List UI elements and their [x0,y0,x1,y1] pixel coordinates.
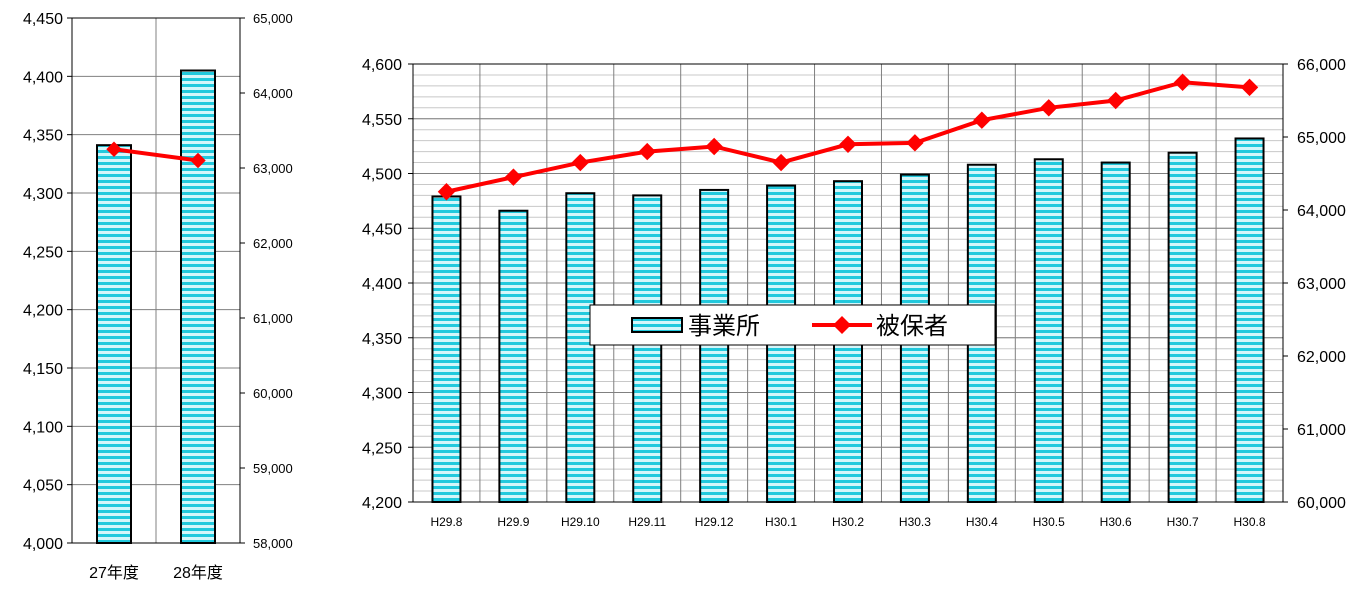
category-label: H30.2 [832,515,864,529]
right-tick-label: 58,000 [253,536,293,551]
category-label: H30.6 [1100,515,1132,529]
bar-jigyosho [1167,151,1198,503]
left-tick-label: 4,300 [23,186,63,203]
bar-jigyosho [1100,161,1131,504]
left-tick-label: 4,250 [23,244,63,261]
left-tick-label: 4,000 [23,536,63,553]
bar-jigyosho [565,192,596,504]
left-tick-label: 4,350 [362,331,402,348]
line-marker [772,153,790,172]
right-tick-label: 63,000 [253,161,293,176]
left-tick-label: 4,450 [362,221,402,238]
left-tick-label: 4,400 [362,276,402,293]
right-tick-label: 63,000 [1297,276,1346,293]
right-tick-label: 64,000 [253,86,293,101]
left-tick-label: 4,500 [362,167,402,184]
line-marker [906,134,924,152]
category-label: H30.4 [966,515,998,529]
left-tick-label: 4,450 [23,11,63,28]
right-tick-label: 61,000 [253,311,293,326]
bar-jigyosho [1234,137,1265,504]
line-marker [190,152,206,169]
left-tick-label: 4,350 [23,128,63,145]
right-tick-label: 62,000 [1297,349,1346,366]
chart-monthly: 4,200 4,250 4,300 4,350 4,400 4,450 4,500 4,550… [362,57,1346,529]
left-tick-label: 4,550 [362,112,402,129]
left-tick-label: 4,200 [23,303,63,320]
left-tick-label: 4,400 [23,69,63,86]
category-label: H29.11 [628,515,666,529]
bar-jigyosho [498,209,529,503]
left-tick-label: 4,150 [23,361,63,378]
right-tick-label: 66,000 [1297,57,1346,74]
bar-jigyosho [96,144,132,545]
line-marker [106,141,122,157]
right-tick-label: 61,000 [1297,422,1346,439]
left-tick-label: 4,600 [362,57,402,74]
category-label: H30.1 [765,515,797,529]
category-label: H30.5 [1033,515,1065,529]
line-marker [571,153,590,172]
line-marker [705,137,723,156]
right-tick-label: 62,000 [253,236,293,251]
legend-swatch-bar [631,317,683,333]
category-label: H30.3 [899,515,931,529]
line-marker [437,183,456,201]
line-marker [504,168,523,186]
chart-annual: 4,000 4,050 4,100 4,150 4,200 4,250 4,300 4,350… [23,11,293,582]
bar-jigyosho [180,69,216,544]
legend-swatch-marker [833,316,851,334]
category-label: H29.8 [430,515,462,529]
left-tick-label: 4,200 [362,495,402,512]
right-tick-label: 59,000 [253,461,293,476]
category-label: H29.12 [695,515,734,529]
right-tick-label: 65,000 [1297,130,1346,147]
line-hihokensha [113,147,199,163]
plot-area [71,17,241,544]
category-label: H30.7 [1167,515,1199,529]
right-tick-label: 60,000 [1297,495,1346,512]
right-tick-label: 64,000 [1297,203,1346,220]
left-tick-label: 4,100 [23,419,63,436]
line-marker [1106,91,1125,110]
category-label: H29.9 [497,515,529,529]
legend: 事業所 被保者 [589,304,996,346]
line-marker [1240,78,1259,97]
left-tick-label: 4,250 [362,440,402,457]
bar-jigyosho [632,194,663,503]
right-tick-label: 60,000 [253,386,293,401]
line-marker [1040,99,1058,117]
legend-label-jigyosho: 事業所 [688,313,760,340]
line-marker [839,135,857,154]
line-marker [638,142,656,161]
right-tick-label: 65,000 [253,11,293,26]
category-label: H29.10 [561,515,600,529]
legend-label-hihokensha: 被保者 [876,313,948,340]
left-tick-label: 4,300 [362,386,402,403]
bar-jigyosho [1033,158,1064,503]
category-label: H30.8 [1234,515,1266,529]
bar-jigyosho [431,195,462,503]
left-tick-label: 4,050 [23,478,63,495]
category-label: 28年度 [173,564,223,582]
line-marker [1173,73,1192,91]
bar-jigyosho [699,188,730,504]
line-marker [973,111,991,129]
category-label: 27年度 [89,564,139,582]
